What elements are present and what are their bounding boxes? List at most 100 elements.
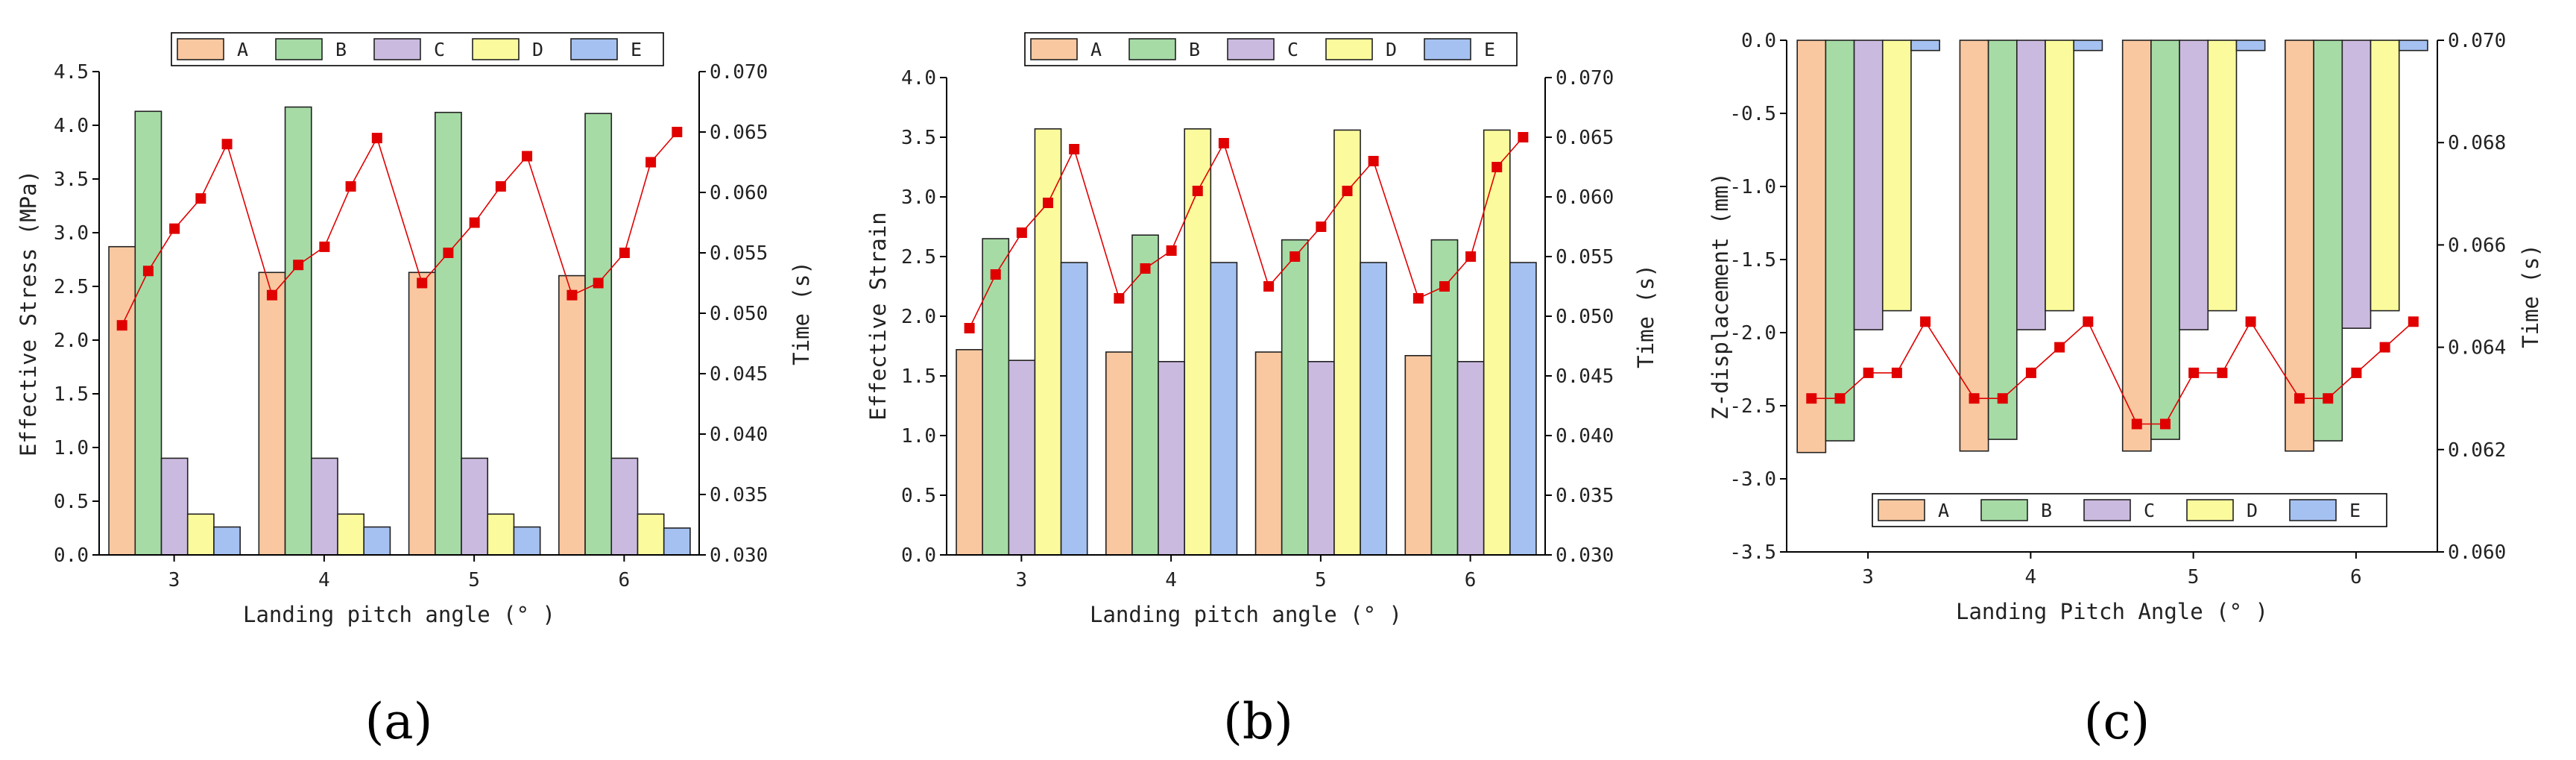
y-tick-label: 1.0 (54, 437, 89, 459)
y2-tick-label: 0.055 (1556, 246, 1614, 268)
bar-A-3 (108, 245, 136, 556)
x-tick-label: 6 (1465, 569, 1477, 591)
y-tick-label: 4.5 (54, 61, 89, 84)
time-marker (469, 217, 480, 228)
time-marker (495, 180, 506, 192)
legend-label-E: E (2349, 500, 2361, 521)
time-line-link (2087, 321, 2138, 424)
time-marker (522, 151, 533, 162)
y2-tick-label: 0.070 (1556, 67, 1614, 89)
bar-C-6 (610, 457, 639, 556)
bar-D-3 (186, 513, 215, 556)
bar-B-5 (434, 111, 462, 556)
bar-D-5 (487, 513, 515, 556)
legend-label-B: B (335, 39, 347, 60)
legend-swatch-A (1878, 499, 1925, 521)
y-tick-label: 4.0 (901, 67, 936, 89)
time-marker (142, 266, 154, 277)
time-marker (1465, 251, 1477, 262)
legend-label-C: C (434, 39, 445, 60)
time-marker (672, 127, 683, 137)
time-marker (1834, 393, 1846, 404)
time-marker (645, 157, 657, 168)
y2-tick-label: 0.040 (710, 424, 768, 446)
time-marker (1969, 393, 1980, 404)
y-axis-label: Z-displacement (mm) (1708, 172, 1733, 420)
bar-E-3 (1910, 40, 1940, 51)
time-marker (1863, 367, 1874, 378)
legend-swatch-B (1128, 38, 1176, 60)
bar-E-6 (2398, 40, 2428, 51)
legend-label-D: D (1386, 39, 1397, 60)
x-tick-label: 5 (1315, 569, 1327, 591)
y2-tick-label: 0.062 (2448, 439, 2506, 462)
time-marker (345, 180, 356, 192)
legend-swatch-D (2186, 499, 2234, 521)
bar-B-6 (584, 113, 613, 556)
legend: A B C D E (171, 32, 664, 66)
chart-panel-3: -3.5 -3.0 -2.5 -2.0 -1.5 -1.0 -0.5 0.0 0.060 0.06… (1708, 30, 2543, 750)
bar-A-4 (1105, 351, 1133, 556)
time-marker (371, 133, 382, 144)
panel-label: (b) (1223, 693, 1293, 750)
x-tick-label: 6 (619, 569, 631, 591)
y-tick-label: 1.0 (901, 425, 936, 447)
y2-tick-label: 0.030 (710, 544, 768, 567)
time-marker (2408, 316, 2419, 327)
bar-A-3 (956, 348, 983, 556)
time-line-link (526, 156, 573, 295)
bar-A-4 (1959, 40, 1989, 452)
time-marker (619, 248, 630, 258)
y-tick-label: 1.5 (54, 383, 89, 406)
y-axis-label: Effective Stress (MPa) (16, 170, 41, 456)
bar-B-4 (284, 106, 312, 556)
time-line-link (226, 143, 273, 295)
y2-tick-label: 0.045 (1556, 365, 1614, 388)
legend-swatch-E (570, 38, 618, 60)
y2-tick-label: 0.065 (710, 122, 768, 144)
legend-swatch-E (1424, 38, 1471, 60)
time-line-link (1372, 160, 1419, 299)
bar-A-6 (1404, 354, 1433, 556)
legend-swatch-B (1980, 499, 2028, 521)
time-marker (1439, 281, 1450, 292)
time-marker (2054, 342, 2065, 353)
time-marker (1891, 367, 1902, 378)
time-marker (2294, 393, 2305, 404)
bar-D-6 (1483, 129, 1511, 556)
legend-swatch-A (1030, 38, 1078, 60)
y-tick-label: -1.5 (1729, 249, 1776, 271)
y-tick-label: -1.0 (1729, 176, 1776, 198)
y2-tick-label: 0.035 (1556, 485, 1614, 507)
time-marker (1218, 138, 1229, 148)
y2-tick-label: 0.055 (710, 242, 768, 265)
time-marker (1114, 293, 1125, 304)
y2-tick-label: 0.060 (710, 182, 768, 204)
bar-C-5 (461, 457, 489, 556)
bar-C-3 (160, 457, 189, 556)
bar-A-5 (1254, 351, 1283, 556)
bar-A-6 (2285, 40, 2314, 452)
bar-D-4 (1184, 128, 1212, 556)
time-marker (1412, 293, 1424, 304)
bar-D-5 (1333, 129, 1361, 556)
time-marker (1491, 162, 1503, 172)
legend-label-D: D (532, 39, 543, 60)
y-axis-label: Effective Strain (865, 212, 891, 420)
y-tick-label: 4.0 (54, 115, 89, 137)
chart-panel-1: 0.0 0.5 1.0 1.5 2.0 2.5 3.0 3.5 4.0 4.5 0.030 0.035… (16, 32, 814, 750)
y-tick-label: -0.5 (1729, 103, 1776, 125)
time-marker (293, 260, 304, 271)
bar-D-6 (2370, 40, 2400, 312)
time-marker (2083, 316, 2094, 327)
time-marker (593, 277, 604, 289)
bar-C-4 (310, 457, 338, 556)
bar-A-4 (258, 271, 286, 556)
y2-tick-label: 0.070 (2448, 30, 2506, 52)
legend-swatch-C (1227, 38, 1275, 60)
time-marker (2159, 418, 2171, 430)
y-tick-label: 0.0 (1741, 30, 1776, 52)
y2-tick-label: 0.064 (2448, 337, 2506, 359)
time-marker (1997, 393, 2008, 404)
